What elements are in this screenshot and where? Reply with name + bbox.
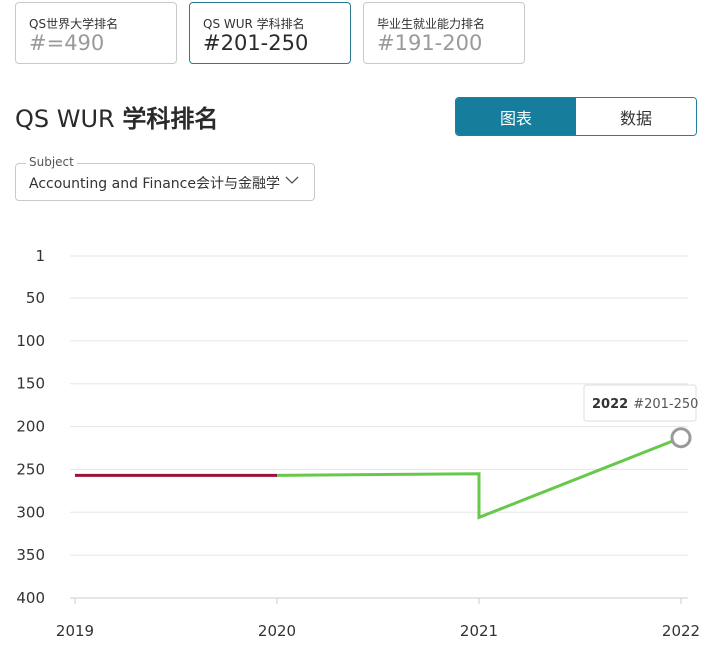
subject-select[interactable]: Subject Accounting and Finance会计与金融学 — [15, 155, 315, 201]
qs-world-ranking-card[interactable]: QS世界大学排名 #=490 — [15, 2, 177, 64]
subject-legend: Subject — [26, 155, 77, 169]
y-tick-label: 50 — [26, 289, 45, 307]
employability-ranking-card[interactable]: 毕业生就业能力排名 #191-200 — [363, 2, 525, 64]
y-tick-label: 300 — [16, 503, 45, 521]
card-label: 毕业生就业能力排名 — [377, 17, 486, 31]
tooltip-rank: #201-250 — [633, 397, 698, 412]
tooltip-box — [583, 384, 697, 422]
x-tick-label: 2022 — [662, 622, 700, 640]
card-value: #=490 — [29, 31, 105, 55]
tooltip-year: 2022 — [592, 397, 628, 412]
chart-points — [670, 427, 692, 449]
subject-value: Accounting and Finance会计与金融学 — [29, 176, 280, 192]
y-tick-label: 1 — [35, 247, 45, 265]
chart-grid — [70, 255, 688, 556]
y-tick-label: 250 — [16, 460, 45, 478]
chart-view-button[interactable]: 图表 — [456, 98, 576, 135]
card-value: #191-200 — [377, 31, 483, 55]
y-tick-label: 200 — [16, 418, 45, 436]
title-prefix: QS WUR — [15, 105, 123, 133]
card-label: QS世界大学排名 — [29, 17, 119, 31]
qs-subject-ranking-card[interactable]: QS WUR 学科排名 #201-250 — [189, 2, 351, 64]
y-tick-label: 100 — [16, 332, 45, 350]
card-value: #201-250 — [203, 31, 309, 55]
chevron-down-icon — [285, 176, 299, 184]
series-line — [276, 436, 682, 520]
tooltip-text: 2022 #201-250 — [592, 397, 698, 412]
x-tick-label: 2019 — [56, 622, 94, 640]
chart-tooltip: 2022 #201-250 — [583, 384, 698, 422]
chart-series — [75, 436, 682, 520]
title-bold: 学科排名 — [122, 105, 219, 133]
x-tick-label: 2020 — [258, 622, 296, 640]
y-tick-label: 150 — [16, 375, 45, 393]
x-tick-label: 2021 — [460, 622, 498, 640]
page-title: QS WUR 学科排名 — [15, 99, 218, 134]
data-view-button[interactable]: 数据 — [576, 98, 696, 135]
y-tick-label: 350 — [16, 546, 45, 564]
highlighted-point[interactable] — [670, 427, 692, 449]
x-axis: 2019 2020 2021 2022 — [56, 597, 700, 640]
y-tick-label: 400 — [16, 589, 45, 607]
card-label: QS WUR 学科排名 — [203, 17, 305, 31]
view-toggle: 图表 数据 — [455, 97, 697, 136]
